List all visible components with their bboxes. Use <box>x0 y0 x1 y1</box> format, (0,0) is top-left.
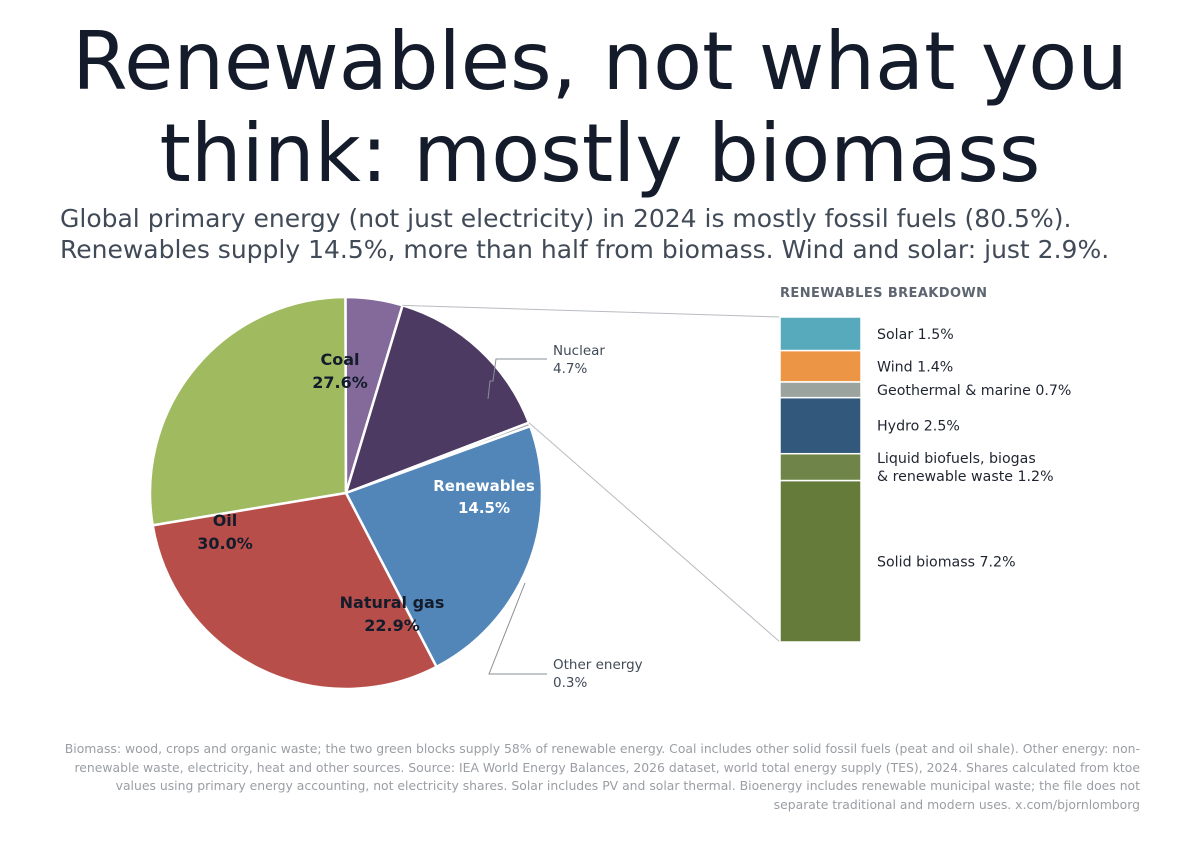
slice-value-oil: 30.0% <box>197 534 253 553</box>
connector-bottom <box>528 422 781 643</box>
breakdown-label-solid-biomass: Solid biomass 7.2% <box>877 554 1016 570</box>
slice-value-other-energy: 0.3% <box>553 675 587 691</box>
slice-value-coal: 27.6% <box>312 373 368 392</box>
breakdown-segment-solid-biomass <box>779 479 862 643</box>
leader-line-nuclear <box>487 358 547 400</box>
leader-line-other-energy <box>488 582 547 675</box>
chart-subtitle: Global primary energy (not just electric… <box>60 204 1110 264</box>
connector-top <box>402 304 781 318</box>
pie-slice-renewables <box>344 304 531 495</box>
slice-label-oil: Oil <box>213 511 238 530</box>
pie-slice-coal <box>148 295 348 527</box>
slice-value-renewables: 14.5% <box>458 499 510 517</box>
slice-value-nuclear: 4.7% <box>553 361 587 377</box>
pie-slice-natural-gas <box>344 424 544 669</box>
breakdown-segment-liquid-biofuels-biogas-renewable-waste <box>779 452 862 482</box>
slice-value-natural-gas: 22.9% <box>364 616 420 635</box>
slice-label-other-energy: Other energy <box>553 657 643 673</box>
breakdown-label-geothermal-marine: Geothermal & marine 0.7% <box>877 383 1071 399</box>
breakdown-segment-hydro <box>779 396 862 455</box>
breakdown-segment-solar <box>779 316 862 352</box>
breakdown-connectors <box>402 304 781 643</box>
pie-chart: Coal 27.6% Nuclear 4.7% Renewables 14.5% Other… <box>148 295 643 691</box>
pie-slice-oil <box>151 491 438 691</box>
breakdown-label-hydro: Hydro 2.5% <box>877 419 960 435</box>
slice-label-coal: Coal <box>320 350 359 369</box>
slice-label-natural-gas: Natural gas <box>340 593 445 612</box>
chart-title: Renewables, not what you think: mostly b… <box>72 15 1128 200</box>
renewables-breakdown-bar: Solar 1.5% Wind 1.4% Geothermal & marine 0… <box>779 316 1071 643</box>
breakdown-title: RENEWABLES BREAKDOWN <box>780 286 987 301</box>
breakdown-segment-wind <box>779 349 862 383</box>
breakdown-label-solar: Solar 1.5% <box>877 327 954 343</box>
breakdown-label-liquid-biofuels-biogas-renewable-waste: Liquid biofuels, biogas & renewable waste… <box>877 451 1054 485</box>
slice-label-nuclear: Nuclear <box>553 343 605 359</box>
breakdown-segment-geothermal-marine <box>779 381 862 399</box>
slice-label-renewables: Renewables <box>433 477 535 495</box>
footnote: Biomass: wood, crops and organic waste; … <box>64 741 1140 812</box>
breakdown-label-wind: Wind 1.4% <box>877 359 953 375</box>
